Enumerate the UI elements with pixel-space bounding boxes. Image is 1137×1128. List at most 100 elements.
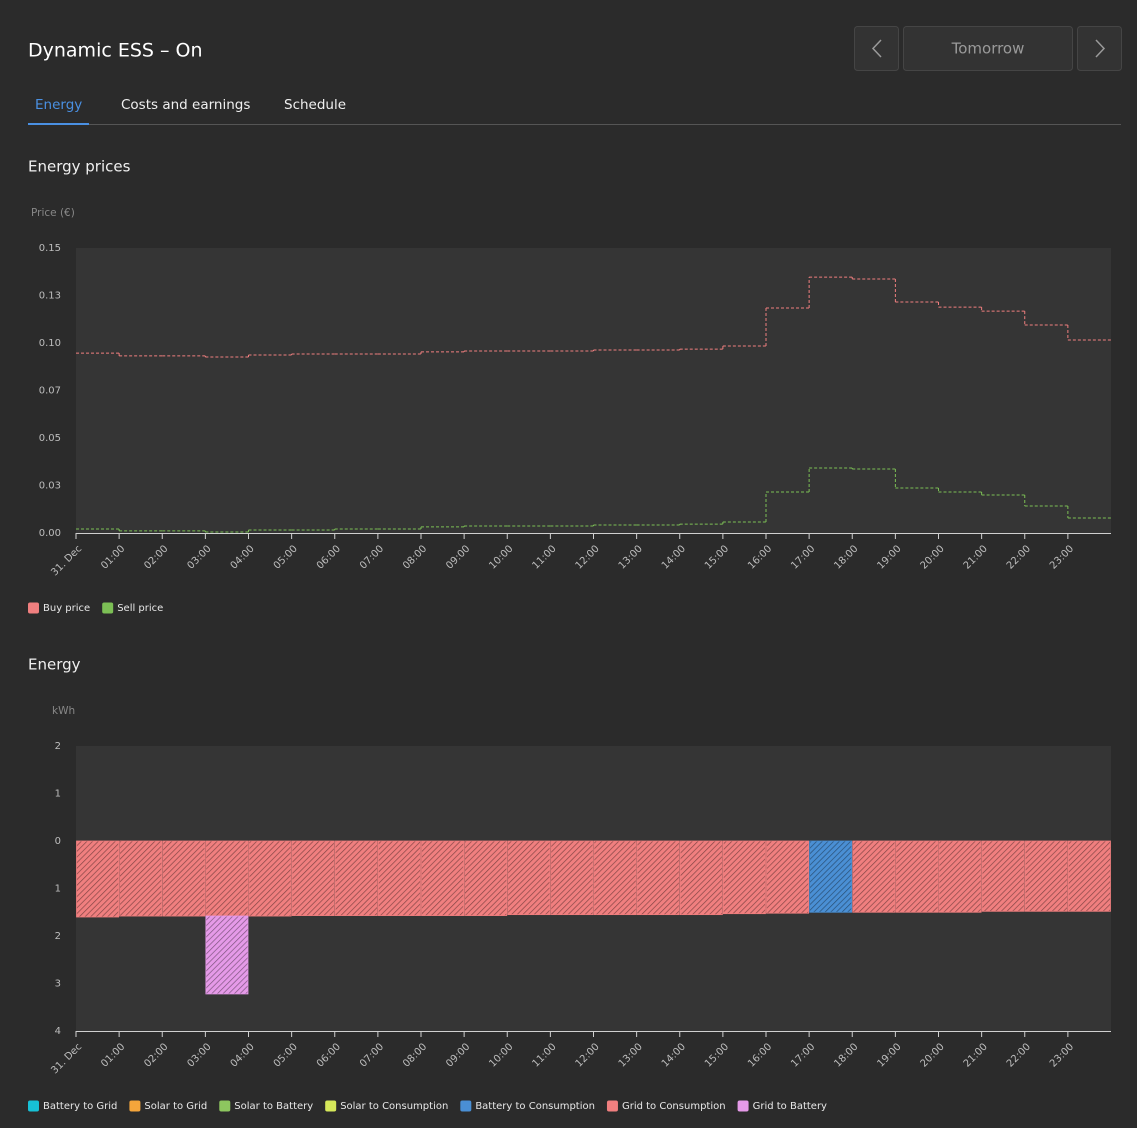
x-tick-label: 08:00 (401, 1041, 429, 1069)
tab[interactable]: Schedule (284, 97, 346, 113)
y-tick-label: 0.13 (39, 291, 61, 302)
energy-bar (76, 840, 120, 918)
legend-swatch (219, 1100, 231, 1112)
x-tick-label: 13:00 (617, 543, 645, 571)
x-tick-label: 14:00 (660, 543, 688, 571)
legend-swatch (460, 1100, 472, 1112)
x-tick-label: 05:00 (272, 1041, 300, 1069)
x-tick-label: 16:00 (746, 1041, 774, 1069)
energy-bar (636, 840, 680, 916)
x-tick-label: 17:00 (789, 543, 817, 571)
x-tick-label: 01:00 (99, 1041, 127, 1069)
prev-button[interactable] (854, 26, 899, 71)
x-tick-label: 19:00 (875, 1041, 903, 1069)
legend-swatch (28, 602, 39, 614)
y-tick-label: 0 (55, 836, 61, 847)
legend-label: Battery to Grid (43, 1101, 117, 1112)
x-tick-label: 06:00 (315, 543, 343, 571)
legend-swatch (325, 1100, 337, 1112)
y-tick-label: 0.00 (39, 528, 61, 539)
x-tick-label: 06:00 (315, 1041, 343, 1069)
x-tick-label: 02:00 (142, 543, 170, 571)
energy-bar (722, 840, 766, 915)
y-axis-label: kWh (52, 705, 75, 717)
prev-arrow (871, 39, 882, 58)
tab[interactable]: Costs and earnings (121, 97, 250, 113)
x-tick-label: 15:00 (703, 1041, 731, 1069)
x-tick-label: 05:00 (272, 543, 300, 571)
energy-bar (334, 840, 378, 916)
x-tick-label: 23:00 (1048, 1041, 1076, 1069)
x-tick-label: 31. Dec (49, 1041, 84, 1076)
energy-bar (1024, 840, 1068, 912)
x-tick-label: 13:00 (617, 1041, 645, 1069)
x-tick-label: 23:00 (1048, 543, 1076, 571)
x-tick-label: 07:00 (358, 543, 386, 571)
x-tick-label: 02:00 (142, 1041, 170, 1069)
y-tick-label: 2 (55, 931, 61, 942)
x-tick-label: 07:00 (358, 1041, 386, 1069)
x-tick-label: 21:00 (962, 543, 990, 571)
y-tick-label: 0.05 (39, 433, 61, 444)
x-tick-label: 10:00 (487, 543, 515, 571)
y-tick-label: 1 (55, 884, 61, 895)
x-tick-label: 10:00 (487, 1041, 515, 1069)
legend-swatch (129, 1100, 141, 1112)
x-tick-label: 15:00 (703, 543, 731, 571)
x-tick-label: 19:00 (875, 543, 903, 571)
legend-label: Grid to Battery (753, 1101, 827, 1112)
energy-bar (1067, 840, 1111, 912)
energy-bar (248, 840, 292, 917)
y-tick-label: 0.03 (39, 481, 61, 492)
page-title: Dynamic ESS – On (28, 40, 203, 62)
legend-label: Solar to Grid (144, 1101, 207, 1112)
x-tick-label: 16:00 (746, 543, 774, 571)
x-tick-label: 04:00 (229, 1041, 257, 1069)
energy-bar (550, 840, 594, 916)
x-tick-label: 03:00 (185, 543, 213, 571)
x-tick-label: 11:00 (530, 1041, 558, 1069)
legend-label: Sell price (117, 603, 163, 614)
y-tick-label: 0.15 (39, 243, 61, 254)
tab[interactable]: Energy (35, 97, 82, 113)
x-tick-label: 20:00 (919, 543, 947, 571)
x-tick-label: 11:00 (530, 543, 558, 571)
legend-swatch (606, 1100, 618, 1112)
y-tick-label: 4 (55, 1026, 61, 1037)
legend-swatch (28, 1100, 39, 1112)
energy-bar (377, 840, 421, 916)
energy-bar (205, 840, 249, 917)
x-tick-label: 18:00 (832, 1041, 860, 1069)
date-button[interactable] (903, 26, 1073, 71)
x-tick-label: 04:00 (229, 543, 257, 571)
energy-bar (507, 840, 551, 916)
x-tick-label: 09:00 (444, 543, 472, 571)
energy-bar (809, 840, 853, 913)
legend-label: Grid to Consumption (622, 1101, 726, 1112)
energy-bar (895, 840, 939, 913)
next-button[interactable] (1077, 26, 1122, 71)
x-tick-label: 22:00 (1005, 543, 1033, 571)
x-tick-label: 08:00 (401, 543, 429, 571)
y-tick-label: 0.10 (39, 338, 61, 349)
legend-label: Solar to Battery (234, 1101, 313, 1112)
energy-bar (162, 840, 206, 917)
x-tick-label: 18:00 (832, 543, 860, 571)
y-axis-label: Price (€) (31, 207, 75, 219)
x-tick-label: 31. Dec (49, 543, 84, 578)
energy-bar (852, 840, 896, 913)
next-arrow (1095, 39, 1106, 58)
legend-label: Solar to Consumption (340, 1101, 448, 1112)
energy-bar (766, 840, 810, 914)
energy-bar (981, 840, 1025, 912)
plot-area (76, 746, 1111, 1031)
x-tick-label: 21:00 (962, 1041, 990, 1069)
legend-label: Battery to Consumption (475, 1101, 595, 1112)
chart-title: Energy prices (28, 158, 131, 176)
date-label: Tomorrow (951, 40, 1025, 58)
energy-bar (464, 840, 508, 916)
legend-label: Buy price (43, 603, 90, 614)
x-tick-label: 17:00 (789, 1041, 817, 1069)
chart-title: Energy (28, 656, 81, 674)
